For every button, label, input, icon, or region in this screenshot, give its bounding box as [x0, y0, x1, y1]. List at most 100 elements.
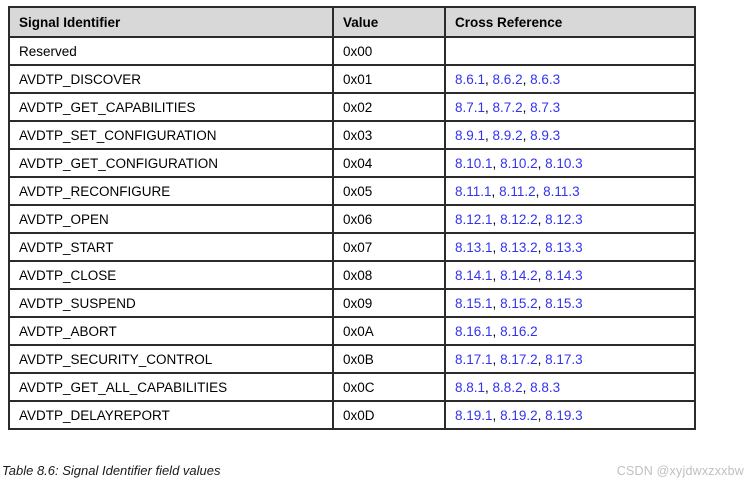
cross-reference-link[interactable]: 8.10.2: [500, 155, 538, 171]
signal-identifier-cell: Reserved: [8, 36, 334, 66]
signal-identifier-cell: AVDTP_OPEN: [8, 204, 334, 234]
signal-identifier-cell: AVDTP_DELAYREPORT: [8, 400, 334, 430]
cross-reference-link[interactable]: 8.10.3: [545, 155, 583, 171]
cross-reference-link[interactable]: 8.6.3: [530, 71, 561, 87]
cross-reference-link[interactable]: 8.7.1: [455, 99, 486, 115]
value-cell: 0x03: [332, 120, 446, 150]
value-cell: 0x02: [332, 92, 446, 122]
cross-reference-link[interactable]: 8.14.3: [545, 267, 583, 283]
cross-reference-link[interactable]: 8.19.3: [545, 407, 583, 423]
signal-identifier-cell: AVDTP_DISCOVER: [8, 64, 334, 94]
cross-reference-link[interactable]: 8.11.2: [499, 183, 536, 199]
cross-reference-link[interactable]: 8.12.3: [545, 211, 583, 227]
value-cell: 0x09: [332, 288, 446, 318]
signal-identifier-cell: AVDTP_RECONFIGURE: [8, 176, 334, 206]
cross-reference-link[interactable]: 8.10.1: [455, 155, 493, 171]
cross-reference-cell: 8.15.1, 8.15.2, 8.15.3: [444, 288, 696, 318]
table-row: AVDTP_DISCOVER 0x01 8.6.1, 8.6.2, 8.6.3: [8, 64, 696, 94]
value-cell: 0x06: [332, 204, 446, 234]
value-cell: 0x0A: [332, 316, 446, 346]
value-cell: 0x08: [332, 260, 446, 290]
cross-reference-link[interactable]: 8.14.2: [500, 267, 538, 283]
cross-reference-cell: 8.14.1, 8.14.2, 8.14.3: [444, 260, 696, 290]
cross-reference-cell: 8.12.1, 8.12.2, 8.12.3: [444, 204, 696, 234]
cross-reference-link[interactable]: 8.9.2: [492, 127, 523, 143]
table-row: AVDTP_CLOSE 0x08 8.14.1, 8.14.2, 8.14.3: [8, 260, 696, 290]
cross-reference-link[interactable]: 8.6.2: [492, 71, 523, 87]
value-cell: 0x0B: [332, 344, 446, 374]
cross-reference-link[interactable]: 8.19.1: [455, 407, 493, 423]
table-row: AVDTP_GET_CAPABILITIES 0x02 8.7.1, 8.7.2, …: [8, 92, 696, 122]
cross-reference-cell: [444, 36, 696, 66]
cross-reference-link[interactable]: 8.15.2: [500, 295, 538, 311]
table-row: AVDTP_SET_CONFIGURATION 0x03 8.9.1, 8.9.2,…: [8, 120, 696, 150]
signal-identifier-cell: AVDTP_SECURITY_CONTROL: [8, 344, 334, 374]
signal-identifier-cell: AVDTP_CLOSE: [8, 260, 334, 290]
table-row: AVDTP_GET_ALL_CAPABILITIES 0x0C 8.8.1, 8.8…: [8, 372, 696, 402]
cross-reference-link[interactable]: 8.9.3: [530, 127, 561, 143]
table-row: AVDTP_START 0x07 8.13.1, 8.13.2, 8.13.3: [8, 232, 696, 262]
cross-reference-link[interactable]: 8.13.2: [500, 239, 538, 255]
cross-reference-link[interactable]: 8.7.2: [492, 99, 523, 115]
value-cell: 0x04: [332, 148, 446, 178]
cross-reference-link[interactable]: 8.17.3: [545, 351, 583, 367]
watermark: CSDN @xyjdwxzxxbw: [616, 464, 744, 478]
table-row: AVDTP_GET_CONFIGURATION 0x04 8.10.1, 8.10.…: [8, 148, 696, 178]
cross-reference-cell: 8.10.1, 8.10.2, 8.10.3: [444, 148, 696, 178]
cross-reference-cell: 8.8.1, 8.8.2, 8.8.3: [444, 372, 696, 402]
value-cell: 0x01: [332, 64, 446, 94]
signal-identifier-cell: AVDTP_SET_CONFIGURATION: [8, 120, 334, 150]
cross-reference-link[interactable]: 8.12.1: [455, 211, 493, 227]
table-header-row: Signal Identifier Value Cross Reference: [8, 6, 696, 38]
value-cell: 0x0C: [332, 372, 446, 402]
cross-reference-link[interactable]: 8.12.2: [500, 211, 538, 227]
table-caption: Table 8.6: Signal Identifier field value…: [2, 463, 221, 478]
cross-reference-link[interactable]: 8.6.1: [455, 71, 486, 87]
cross-reference-link[interactable]: 8.15.3: [545, 295, 583, 311]
signal-identifier-cell: AVDTP_START: [8, 232, 334, 262]
table-row: AVDTP_ABORT 0x0A 8.16.1, 8.16.2: [8, 316, 696, 346]
signal-identifier-cell: AVDTP_GET_CONFIGURATION: [8, 148, 334, 178]
cross-reference-cell: 8.11.1, 8.11.2, 8.11.3: [444, 176, 696, 206]
table-row: AVDTP_RECONFIGURE 0x05 8.11.1, 8.11.2, 8.1…: [8, 176, 696, 206]
cross-reference-cell: 8.19.1, 8.19.2, 8.19.3: [444, 400, 696, 430]
value-cell: 0x07: [332, 232, 446, 262]
cross-reference-cell: 8.16.1, 8.16.2: [444, 316, 696, 346]
cross-reference-link[interactable]: 8.15.1: [455, 295, 493, 311]
cross-reference-link[interactable]: 8.8.3: [530, 379, 561, 395]
cross-reference-link[interactable]: 8.17.1: [455, 351, 493, 367]
signal-identifier-table: Signal Identifier Value Cross Reference …: [8, 6, 696, 430]
cross-reference-link[interactable]: 8.11.1: [455, 183, 492, 199]
column-header-value: Value: [332, 6, 446, 38]
signal-identifier-cell: AVDTP_SUSPEND: [8, 288, 334, 318]
table-row: AVDTP_DELAYREPORT 0x0D 8.19.1, 8.19.2, 8.1…: [8, 400, 696, 430]
table-row: AVDTP_OPEN 0x06 8.12.1, 8.12.2, 8.12.3: [8, 204, 696, 234]
table-header: Signal Identifier Value Cross Reference: [8, 6, 696, 38]
cross-reference-link[interactable]: 8.11.3: [543, 183, 580, 199]
cross-reference-link[interactable]: 8.8.1: [455, 379, 486, 395]
table-row: AVDTP_SECURITY_CONTROL 0x0B 8.17.1, 8.17.2…: [8, 344, 696, 374]
cross-reference-cell: 8.6.1, 8.6.2, 8.6.3: [444, 64, 696, 94]
cross-reference-link[interactable]: 8.9.1: [455, 127, 486, 143]
cross-reference-link[interactable]: 8.13.3: [545, 239, 583, 255]
cross-reference-link[interactable]: 8.16.2: [500, 323, 538, 339]
column-header-signal-identifier: Signal Identifier: [8, 6, 334, 38]
signal-identifier-cell: AVDTP_GET_ALL_CAPABILITIES: [8, 372, 334, 402]
value-cell: 0x00: [332, 36, 446, 66]
signal-identifier-cell: AVDTP_ABORT: [8, 316, 334, 346]
cross-reference-cell: 8.7.1, 8.7.2, 8.7.3: [444, 92, 696, 122]
table-row: AVDTP_SUSPEND 0x09 8.15.1, 8.15.2, 8.15.3: [8, 288, 696, 318]
cross-reference-link[interactable]: 8.13.1: [455, 239, 493, 255]
cross-reference-cell: 8.17.1, 8.17.2, 8.17.3: [444, 344, 696, 374]
cross-reference-link[interactable]: 8.7.3: [530, 99, 561, 115]
table-body: Reserved 0x00 AVDTP_DISCOVER 0x01 8.6.1, 8.6…: [8, 36, 696, 430]
cross-reference-link[interactable]: 8.17.2: [500, 351, 538, 367]
cross-reference-cell: 8.9.1, 8.9.2, 8.9.3: [444, 120, 696, 150]
cross-reference-link[interactable]: 8.19.2: [500, 407, 538, 423]
cross-reference-link[interactable]: 8.16.1: [455, 323, 493, 339]
value-cell: 0x0D: [332, 400, 446, 430]
cross-reference-link[interactable]: 8.14.1: [455, 267, 493, 283]
column-header-cross-reference: Cross Reference: [444, 6, 696, 38]
cross-reference-link[interactable]: 8.8.2: [492, 379, 523, 395]
